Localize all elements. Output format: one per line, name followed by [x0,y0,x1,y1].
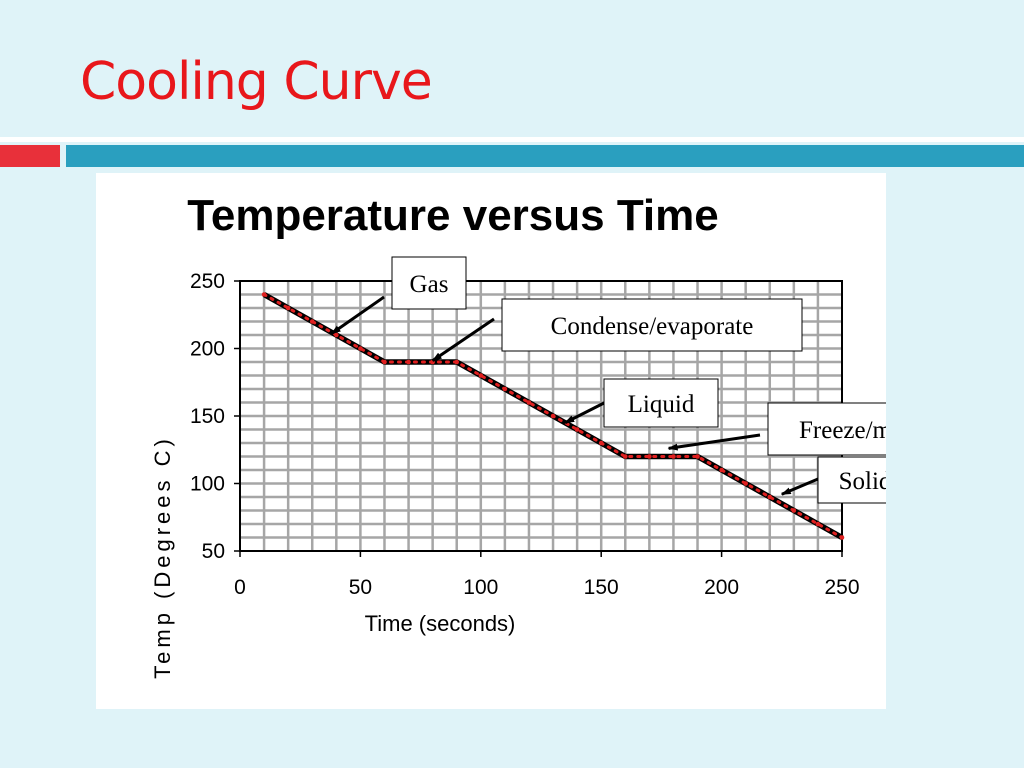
data-point [285,305,291,311]
x-tick-label: 100 [463,576,498,599]
chart-panel: Temperature versus Time 0 50 100 150 200 250 5… [96,173,886,709]
annotation-arrow [431,317,495,362]
annotation-label: Condense/evaporate [551,313,754,340]
data-point [382,359,387,365]
y-tick-label: 200 [190,338,225,361]
y-tick-label: 250 [190,270,225,293]
x-axis-label: Time (seconds) [365,611,516,636]
annotation-box [817,456,886,504]
annotation-label: Freeze/melt [799,417,886,444]
annotation-label: Solid [839,468,886,495]
data-point [719,467,724,473]
data-point [478,373,484,378]
annotation-arrow [667,433,761,451]
data-point [839,535,845,540]
x-tick-label: 150 [584,576,619,599]
y-tick-label: 50 [202,540,225,563]
annotation-arrow [330,295,385,335]
data-point [550,413,556,419]
data-point [695,454,700,459]
data-point [526,400,532,405]
data-point [815,521,821,527]
annotation-arrow [564,401,605,425]
data-point [791,508,797,513]
y-tick-label: 100 [190,473,225,496]
accent-bar-red [0,145,60,167]
y-tick-label: 150 [190,405,225,428]
data-point [671,454,676,459]
slide-title: Cooling Curve [80,52,433,112]
y-axis-label: Temp (Degrees C) [150,435,175,679]
data-point [358,346,363,351]
x-tick-label: 0 [234,576,246,599]
data-point [309,319,315,324]
annotation-label: Liquid [628,391,695,418]
annotation-arrow [780,477,819,496]
chart-title: Temperature versus Time [187,191,719,240]
x-tick-label: 200 [704,576,739,599]
data-point [767,494,773,500]
data-point [334,332,339,338]
data-point [647,454,652,459]
data-point [502,386,508,392]
data-point [743,481,748,486]
annotation-label: Gas [410,271,449,298]
data-point [574,427,580,432]
annotation-box [391,256,467,310]
annotation-box [501,298,803,352]
annotation-box [603,378,719,428]
accent-bar-teal [66,145,1024,167]
x-tick-label: 50 [349,576,372,599]
data-point [406,359,411,365]
data-point [261,292,267,297]
annotation-box [767,402,886,456]
data-point [598,440,604,446]
data-point [454,359,460,365]
data-point [622,454,628,459]
x-tick-label: 250 [824,576,859,599]
cooling-curve-chart: Temperature versus Time 0 50 100 150 200 250 5… [150,191,886,679]
title-divider-line [0,137,1024,142]
